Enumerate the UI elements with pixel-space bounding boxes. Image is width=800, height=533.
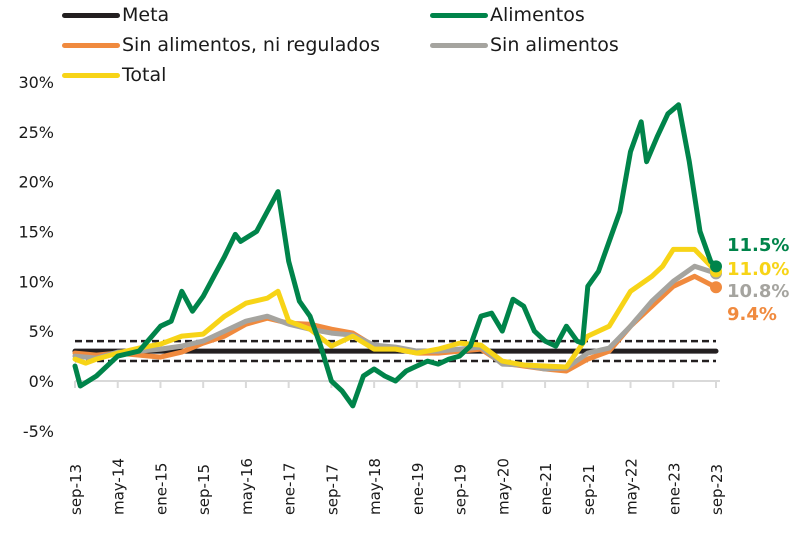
legend-swatch-sin-alimentos-ni-regulados <box>62 42 120 48</box>
end-value-label: 10.8% <box>727 281 789 302</box>
legend-swatch-alimentos <box>430 12 488 18</box>
x-tick-label: sep-21 <box>580 464 598 515</box>
end-value-label: 11.0% <box>727 259 789 280</box>
legend-item-alimentos: Alimentos <box>430 4 585 26</box>
x-tick-label: ene-19 <box>409 463 427 515</box>
series-end-marker-sin-alimentos-ni-regulados <box>710 281 722 294</box>
y-tick-label: -5% <box>23 422 54 441</box>
x-tick-label: ene-23 <box>665 463 683 515</box>
end-labels: 11.5% 11.0%10.8%9.4% <box>727 235 789 325</box>
legend-item-sin-alimentos-ni-regulados: Sin alimentos, ni regulados <box>62 34 380 56</box>
legend-label-alimentos: Alimentos <box>490 4 585 26</box>
x-tick-label: may-22 <box>623 458 641 515</box>
x-tick-label: ene-17 <box>281 463 299 515</box>
x-tick-label: sep-15 <box>195 464 213 515</box>
x-tick-label: may-16 <box>238 458 256 515</box>
x-tick-label: sep-13 <box>67 464 85 515</box>
legend-item-total: Total <box>62 64 166 86</box>
y-axis: -5% 0% 5% 10% 15% 20% 25% 30% <box>18 73 54 441</box>
x-tick-label: may-14 <box>110 458 128 515</box>
legend-swatch-meta <box>62 12 120 18</box>
series-line-alimentos <box>72 102 719 409</box>
end-value-label: 11.5% <box>727 235 789 256</box>
series-end-marker-alimentos <box>710 260 722 273</box>
series-line-total <box>72 246 719 370</box>
x-axis: sep-13 may-14 ene-15 sep-15 may-16 ene-17 sep-… <box>67 380 726 515</box>
x-tick-label: sep-17 <box>323 464 341 515</box>
legend-swatch-sin-alimentos <box>430 42 488 48</box>
legend-label-sin-alimentos-ni-regulados: Sin alimentos, ni regulados <box>122 34 380 56</box>
x-tick-label: sep-19 <box>452 464 470 515</box>
end-value-label: 9.4% <box>727 304 777 325</box>
x-tick-label: ene-15 <box>152 463 170 515</box>
x-tick-label: may-18 <box>366 458 384 515</box>
series-lines <box>72 102 722 409</box>
y-tick-label: 15% <box>18 222 54 241</box>
legend-swatch-total <box>62 72 120 78</box>
legend-label-meta: Meta <box>122 4 170 26</box>
legend-item-meta: Meta <box>62 4 169 26</box>
y-tick-label: 10% <box>18 272 54 291</box>
x-tick-label: may-20 <box>494 458 512 515</box>
legend-label-total: Total <box>122 64 167 86</box>
legend-item-sin-alimentos: Sin alimentos <box>430 34 619 56</box>
x-tick-label: sep-23 <box>708 464 726 515</box>
y-tick-label: 25% <box>18 123 54 142</box>
legend-label-sin-alimentos: Sin alimentos <box>490 34 619 56</box>
x-tick-label: ene-21 <box>537 463 555 515</box>
y-tick-label: 5% <box>29 322 54 341</box>
y-tick-label: 20% <box>18 173 54 192</box>
y-tick-label: 0% <box>29 372 54 391</box>
y-tick-label: 30% <box>18 73 54 92</box>
